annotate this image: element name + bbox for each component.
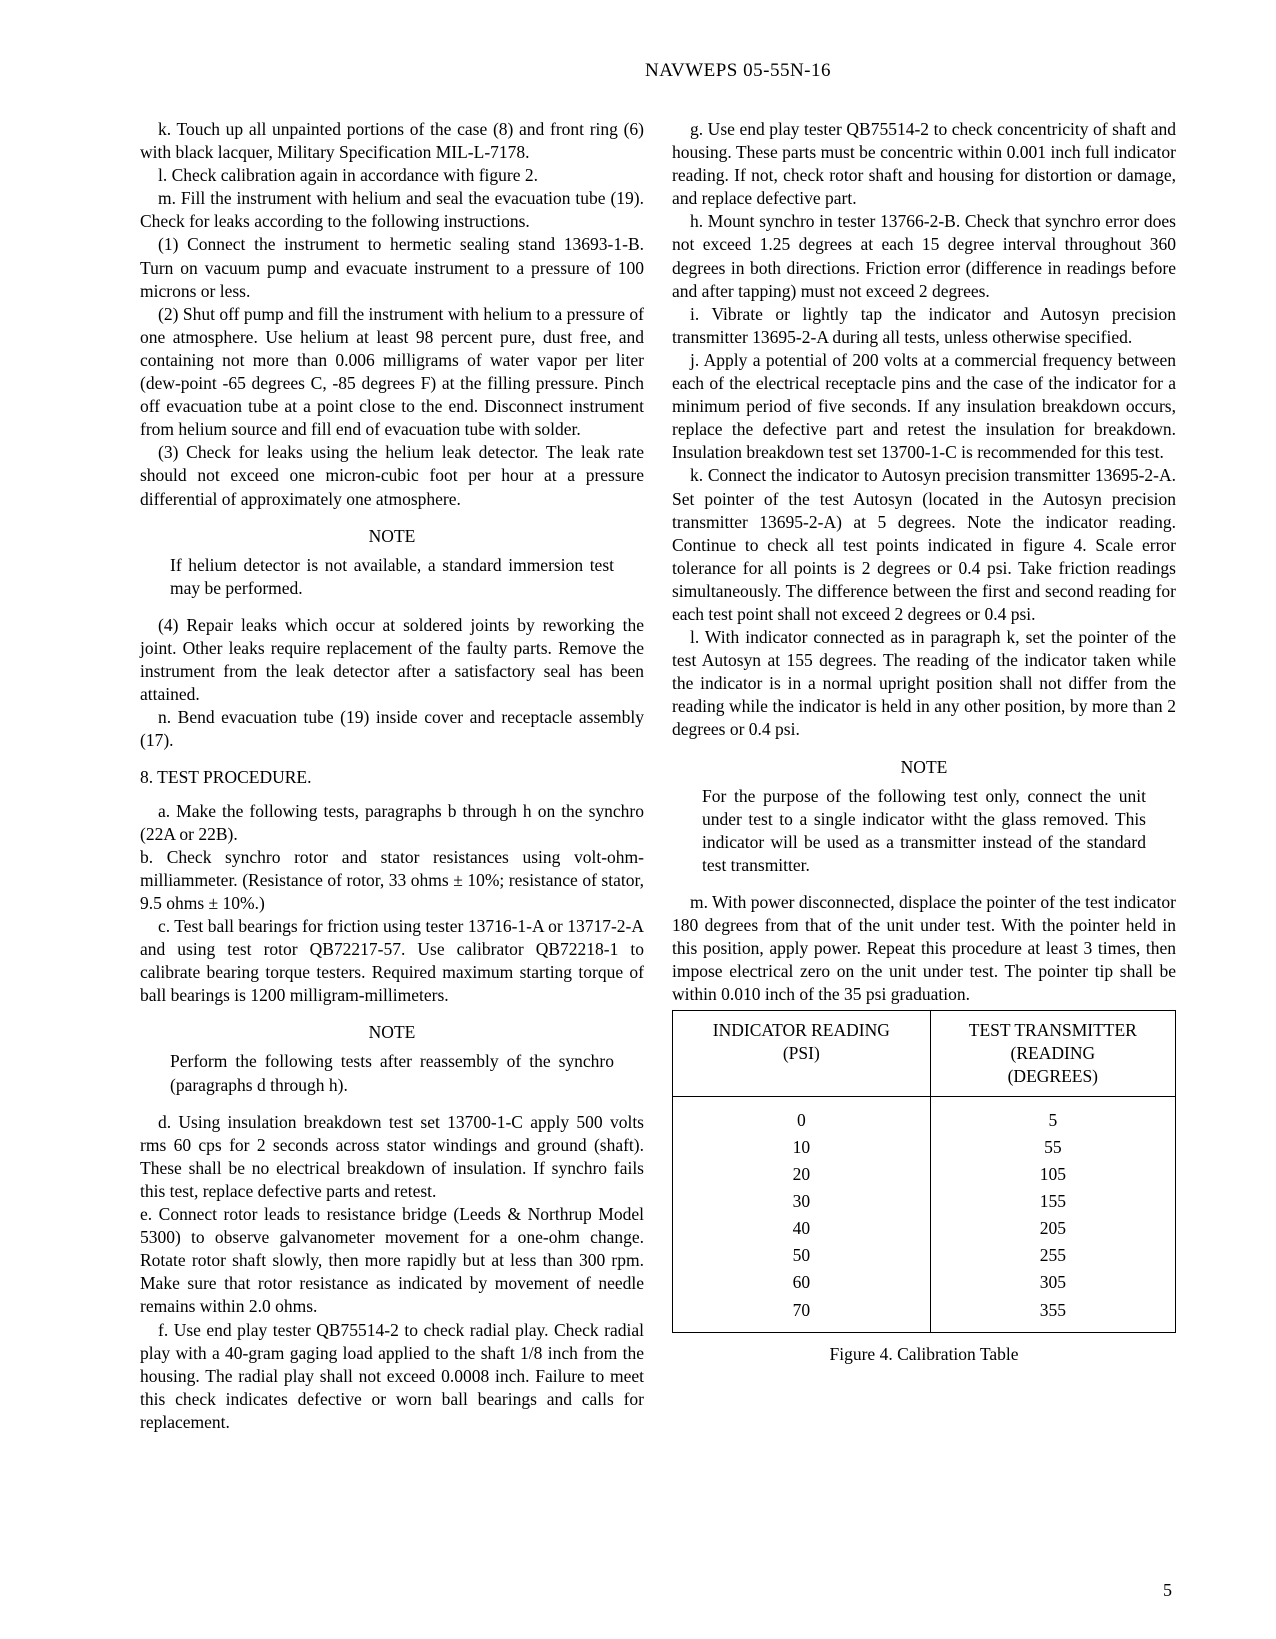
left-column: k. Touch up all unpainted portions of th… [140,118,644,1434]
figure-caption: Figure 4. Calibration Table [672,1343,1176,1366]
note-heading-3: NOTE [672,756,1176,779]
para-m-right: m. With power disconnected, displace the… [672,891,1176,1006]
para-m4: (4) Repair leaks which occur at soldered… [140,614,644,706]
para-g: g. Use end play tester QB75514-2 to chec… [672,118,1176,210]
para-l-right: l. With indicator connected as in paragr… [672,626,1176,741]
two-column-layout: k. Touch up all unpainted portions of th… [140,118,1176,1434]
document-header: NAVWEPS 05-55N-16 [300,60,1176,82]
note-heading-2: NOTE [140,1021,644,1044]
para-b: b. Check synchro rotor and stator resist… [140,846,644,915]
note-body-3: For the purpose of the following test on… [702,785,1146,877]
table-cell-psi: 010203040506070 [673,1096,931,1332]
para-c: c. Test ball bearings for friction using… [140,915,644,1007]
note-body-2: Perform the following tests after reasse… [170,1050,614,1096]
right-column: g. Use end play tester QB75514-2 to chec… [672,118,1176,1434]
page-number: 5 [1163,1580,1172,1601]
calibration-table: INDICATOR READING(PSI) TEST TRANSMITTER(… [672,1010,1176,1332]
table-data-row: 010203040506070 555105155205255305355 [673,1096,1176,1332]
table-header-row: INDICATOR READING(PSI) TEST TRANSMITTER(… [673,1011,1176,1096]
para-d: d. Using insulation breakdown test set 1… [140,1111,644,1203]
para-j: j. Apply a potential of 200 volts at a c… [672,349,1176,464]
para-i: i. Vibrate or lightly tap the indicator … [672,303,1176,349]
note-heading-1: NOTE [140,525,644,548]
para-m: m. Fill the instrument with helium and s… [140,187,644,233]
para-m2: (2) Shut off pump and fill the instrumen… [140,303,644,442]
para-h: h. Mount synchro in tester 13766-2-B. Ch… [672,210,1176,302]
note-body-1: If helium detector is not available, a s… [170,554,614,600]
para-l: l. Check calibration again in accordance… [140,164,644,187]
table-cell-degrees: 555105155205255305355 [930,1096,1175,1332]
para-m1: (1) Connect the instrument to hermetic s… [140,233,644,302]
table-header-degrees: TEST TRANSMITTER(READING(DEGREES) [930,1011,1175,1096]
para-e: e. Connect rotor leads to resistance bri… [140,1203,644,1318]
table-header-psi: INDICATOR READING(PSI) [673,1011,931,1096]
section-8-heading: 8. TEST PROCEDURE. [140,766,644,789]
page: NAVWEPS 05-55N-16 k. Touch up all unpain… [0,0,1276,1639]
para-k-right: k. Connect the indicator to Autosyn prec… [672,464,1176,626]
para-a: a. Make the following tests, paragraphs … [140,800,644,846]
para-k: k. Touch up all unpainted portions of th… [140,118,644,164]
para-m3: (3) Check for leaks using the helium lea… [140,441,644,510]
para-f: f. Use end play tester QB75514-2 to chec… [140,1319,644,1434]
para-n: n. Bend evacuation tube (19) inside cove… [140,706,644,752]
